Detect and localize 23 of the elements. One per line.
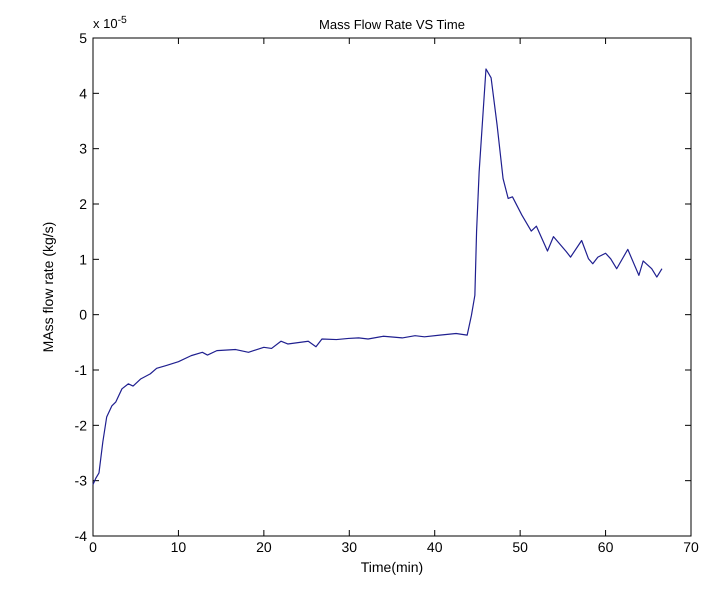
chart-title: Mass Flow Rate VS Time (319, 17, 465, 32)
x-tick-label: 40 (426, 539, 443, 555)
y-tick-label: -4 (74, 528, 88, 544)
x-tick-label: 20 (256, 539, 272, 555)
line-series (92, 68, 663, 486)
y-tick-label: 4 (79, 85, 88, 102)
y-tick-label: 0 (79, 306, 88, 323)
x-tick-label: 70 (683, 539, 699, 555)
x-tick-label: 30 (341, 539, 358, 555)
text: x 10$^{-5}$ (93, 14, 128, 31)
x-tick-label: 60 (598, 539, 614, 555)
x-tick-label: 10 (170, 539, 186, 555)
x-axis-title: Time(min) (360, 559, 424, 575)
y-tick-label: -3 (74, 472, 88, 489)
y-tick-label: 2 (79, 196, 88, 212)
y-tick-label: 3 (79, 140, 88, 157)
y-axis-title: MAss flow rate (kg/s) (40, 222, 56, 352)
y-tick-label: 1 (79, 251, 88, 268)
y-tick-label: -2 (74, 417, 88, 434)
y-tick-label: 5 (79, 30, 88, 46)
x-tick-label: 0 (89, 539, 98, 555)
y-tick-label: -1 (74, 362, 88, 378)
x-tick-label: 50 (512, 539, 528, 555)
